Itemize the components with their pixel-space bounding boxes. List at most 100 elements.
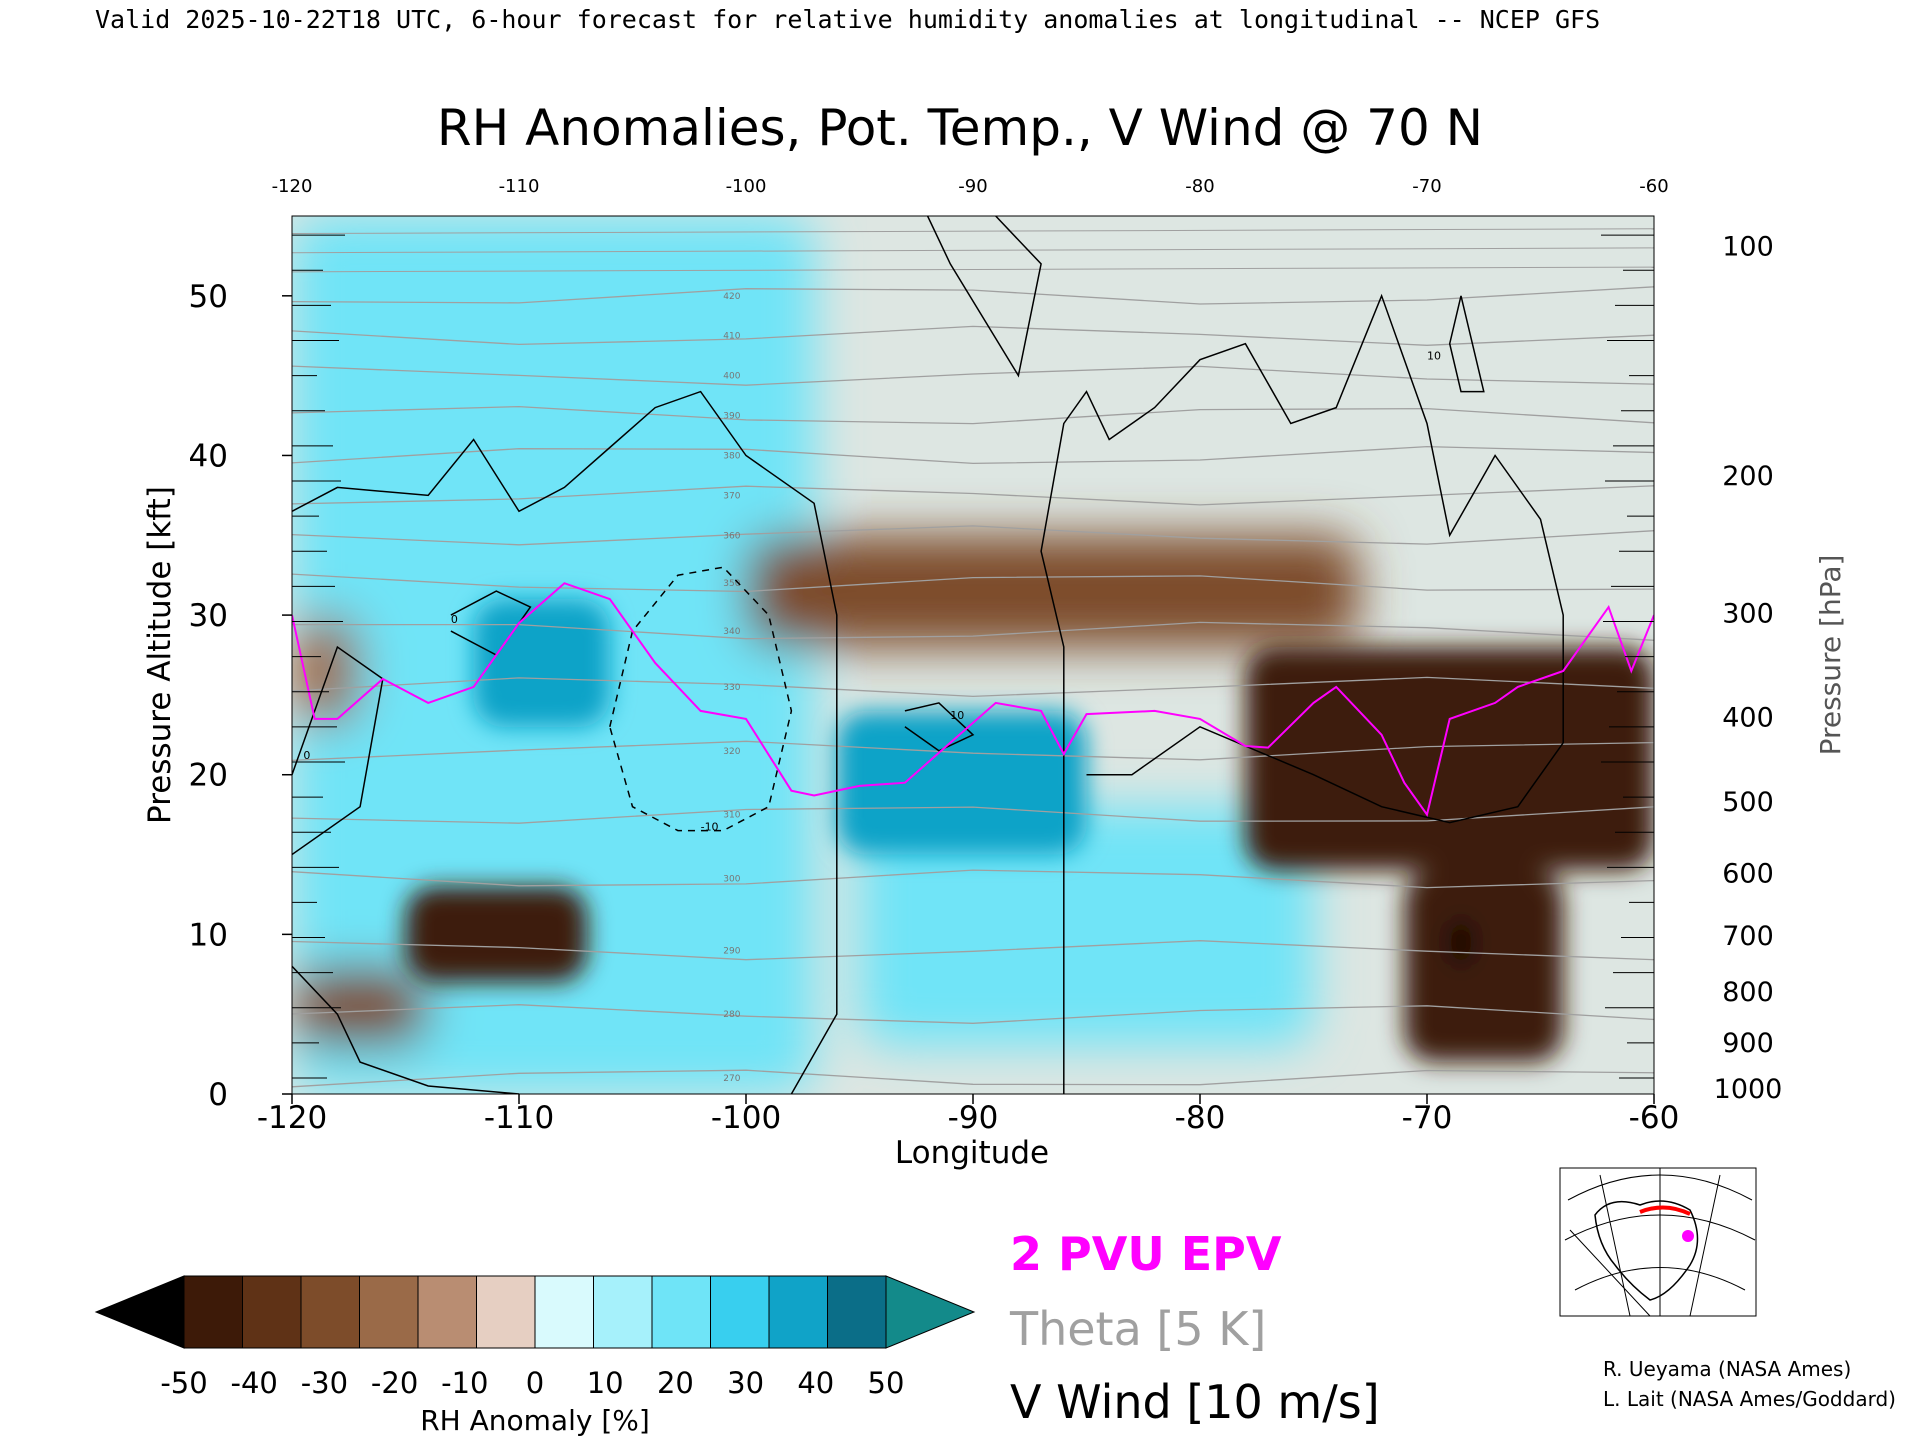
theta-label-310: 310 <box>723 811 740 821</box>
colorbar-swatch <box>593 1275 653 1349</box>
vwind-contour-2 <box>1040 293 1564 1094</box>
pressure-tick-label: 800 <box>1722 977 1774 1008</box>
theta-contour-320 <box>292 740 1654 762</box>
pressure-tick-label: 1000 <box>1714 1074 1783 1105</box>
vwind-contours: 0 0 10 -10 10 <box>292 216 1564 1094</box>
theta-label-340: 340 <box>723 627 740 637</box>
theta-label-400: 400 <box>723 372 740 382</box>
rh-anomaly-region-3 <box>859 806 1314 1047</box>
y-tick-label: 30 <box>189 598 228 634</box>
theta-contour-350 <box>292 573 1654 593</box>
theta-label-420: 420 <box>723 292 740 302</box>
x-top-tick-label: -80 <box>1185 176 1214 197</box>
vwind-label-3: -10 <box>701 821 719 834</box>
theta-label-270: 270 <box>723 1074 740 1084</box>
x-top-tick-label: -120 <box>272 176 313 197</box>
vwind-contour-5 <box>292 965 520 1094</box>
colorbar-tick-label: 20 <box>657 1366 694 1400</box>
colorbar-tick-label: -40 <box>231 1366 278 1400</box>
rh-anomaly-region-1 <box>473 599 610 727</box>
theta-label-360: 360 <box>723 531 740 541</box>
theta-contour-280 <box>292 1004 1654 1024</box>
theta-contour-360 <box>292 525 1654 546</box>
colorbar: -50 -40 -30 -20 -10 0 10 20 30 40 50 <box>94 1275 976 1400</box>
colorbar-swatch <box>827 1275 887 1349</box>
theta-contour-420 <box>292 286 1654 305</box>
theta-label-320: 320 <box>723 747 740 757</box>
theta-contour-400 <box>292 365 1654 386</box>
colorbar-swatch <box>476 1275 536 1349</box>
colorbar-swatch <box>768 1275 828 1349</box>
rh-anomaly-region-9 <box>1404 870 1564 1063</box>
colorbar-tick-label: 50 <box>868 1366 905 1400</box>
legend-theta: Theta [5 K] <box>1009 1302 1266 1356</box>
theta-label-410: 410 <box>723 332 740 342</box>
colorbar-swatch <box>710 1275 770 1349</box>
pressure-tick-label: 900 <box>1722 1028 1774 1059</box>
pressure-tick-label: 100 <box>1722 231 1774 262</box>
rh-anomaly-region-8 <box>1245 647 1654 871</box>
legend-epv: 2 PVU EPV <box>1010 1227 1282 1281</box>
x-top-tick-label: -70 <box>1412 176 1441 197</box>
x-top-tick-label: -110 <box>499 176 540 197</box>
x-tick-label: -110 <box>484 1100 554 1136</box>
y-tick-label: 40 <box>189 438 228 474</box>
theta-contour-330 <box>292 676 1654 698</box>
theta-contour-380 <box>292 445 1654 465</box>
x-axis-label: Longitude <box>895 1135 1049 1171</box>
theta-contour-upper <box>292 247 1654 254</box>
colorbar-tick-label: 10 <box>587 1366 624 1400</box>
theta-contours: 270 280 290 300 310 320 330 340 350 360 370 380 390 4… <box>292 228 1654 1088</box>
vwind-contour-4 <box>450 590 532 656</box>
y-tick-label: 50 <box>189 279 228 315</box>
colorbar-tick-label: -30 <box>301 1366 348 1400</box>
y-tick-label: 0 <box>208 1077 228 1113</box>
colorbar-tick-label: -50 <box>160 1366 207 1400</box>
colorbar-tick-label: 40 <box>797 1366 834 1400</box>
y-tick-label: 20 <box>189 758 228 794</box>
rh-anomaly-region-2 <box>836 710 1087 855</box>
colorbar-under-arrow <box>94 1275 185 1349</box>
x-top-tick-label: -100 <box>726 176 767 197</box>
vwind-label-2: 10 <box>950 709 964 722</box>
colorbar-swatch <box>300 1275 360 1349</box>
legend-vwind: V Wind [10 m/s] <box>1010 1375 1380 1429</box>
colorbar-tick-label: 30 <box>727 1366 764 1400</box>
pressure-tick-label: 400 <box>1722 702 1774 733</box>
epv-2pvu-line <box>292 582 1654 817</box>
x-top-tick-label: -60 <box>1639 176 1668 197</box>
chart-title: RH Anomalies, Pot. Temp., V Wind @ 70 N <box>437 99 1483 157</box>
map-coastline <box>1594 1200 1699 1301</box>
pressure-tick-label: 600 <box>1722 859 1774 890</box>
locator-map-frame <box>1559 1167 1757 1317</box>
vwind-contour-6 <box>1448 295 1485 393</box>
vwind-label-1: 0 <box>451 613 458 626</box>
theta-contour-390 <box>292 405 1654 425</box>
vwind-contour-0 <box>292 390 838 1094</box>
colorbar-tick-label: 0 <box>526 1366 544 1400</box>
header-text: Valid 2025-10-22T18 UTC, 6-hour forecast… <box>95 5 1600 34</box>
theta-label-300: 300 <box>723 874 740 884</box>
colorbar-swatch <box>359 1275 419 1349</box>
vwind-label-4: 10 <box>1427 350 1441 363</box>
map-location-marker <box>1682 1230 1694 1242</box>
rh-anomaly-region-7 <box>292 615 361 727</box>
x-tick-label: -70 <box>1402 1100 1453 1136</box>
map-longitude-lines <box>1569 1168 1721 1317</box>
rh-anomaly-region-6 <box>292 966 429 1047</box>
vwind-label-0: 0 <box>303 749 310 762</box>
heatmap-core-layer <box>405 599 1654 1063</box>
theta-contour-upper <box>292 228 1654 235</box>
colorbar-over-arrow <box>885 1275 976 1349</box>
theta-contour-upper <box>292 266 1654 273</box>
y-tick-label: 10 <box>189 917 228 953</box>
rh-anomaly-heatmap <box>292 216 1654 1094</box>
theta-contour-410 <box>292 325 1654 346</box>
rh-anomaly-region-10 <box>1449 918 1473 967</box>
theta-label-280: 280 <box>723 1010 740 1020</box>
plot-area: 270 280 290 300 310 320 330 340 350 360 370 380 390 4… <box>291 215 1655 1095</box>
theta-label-380: 380 <box>723 451 740 461</box>
pressure-tick-label: 500 <box>1722 787 1774 818</box>
map-cross-section-track <box>1639 1205 1691 1216</box>
